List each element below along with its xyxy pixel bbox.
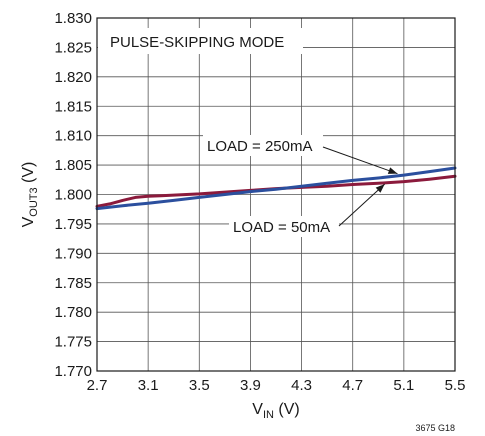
y-tick-label: 1.825 [54,39,92,56]
y-tick-label: 1.790 [54,245,92,262]
series-line-250ma [95,166,457,211]
annotation-250ma: LOAD = 250mA [207,138,312,155]
mode-label: PULSE-SKIPPING MODE [110,34,284,51]
y-tick-label: 1.785 [54,275,92,292]
x-tick-label: 3.1 [138,377,159,394]
arrow-250ma [322,146,398,175]
x-axis-label-unit: (V) [274,401,300,418]
y-tick-label: 1.820 [54,69,92,86]
x-tick-label: 3.5 [189,377,210,394]
x-tick-label: 5.1 [393,377,414,394]
y-tick-label: 1.810 [54,128,92,145]
series-lines [95,166,457,211]
annotation-50ma: LOAD = 50mA [233,219,330,236]
plot-frame [96,17,456,372]
y-tick-label: 1.800 [54,187,92,204]
y-tick-label: 1.795 [54,216,92,233]
y-tick-label: 1.775 [54,334,92,351]
y-axis-label: VOUT3 (V) [20,162,40,228]
y-tick-label: 1.770 [54,363,92,380]
x-tick-label: 5.5 [445,377,466,394]
y-tick-labels: 1.770 1.775 1.780 1.785 1.790 1.795 1.800 1.805… [54,10,92,380]
annotation-50ma-bg [229,216,339,237]
y-axis-label-sub: OUT3 [28,187,40,216]
x-tick-label: 3.9 [240,377,261,394]
y-tick-label: 1.780 [54,304,92,321]
series-line-50ma [95,174,457,208]
x-axis-label-main: V [252,401,263,418]
y-tick-label: 1.815 [54,98,92,115]
figure-id: 3675 G18 [415,423,455,433]
annotation-250ma-bg [203,135,323,156]
annotation-arrows [322,146,398,227]
y-axis-label-unit: (V) [20,162,37,188]
arrow-50ma-head [375,184,385,193]
arrow-50ma [338,183,386,227]
y-tick-label: 1.830 [54,10,92,27]
x-tick-labels: 2.7 3.1 3.5 3.9 4.3 4.7 5.1 5.5 [87,377,466,394]
x-axis-label-sub: IN [263,409,274,421]
x-axis-label: VIN (V) [252,401,299,421]
x-tick-label: 2.7 [87,377,108,394]
mode-label-box [98,28,303,54]
grid [96,17,456,372]
x-tick-label: 4.3 [291,377,312,394]
y-axis-label-main: V [20,216,37,227]
y-tick-label: 1.805 [54,157,92,174]
x-tick-label: 4.7 [342,377,363,394]
arrow-250ma-head [387,167,398,174]
